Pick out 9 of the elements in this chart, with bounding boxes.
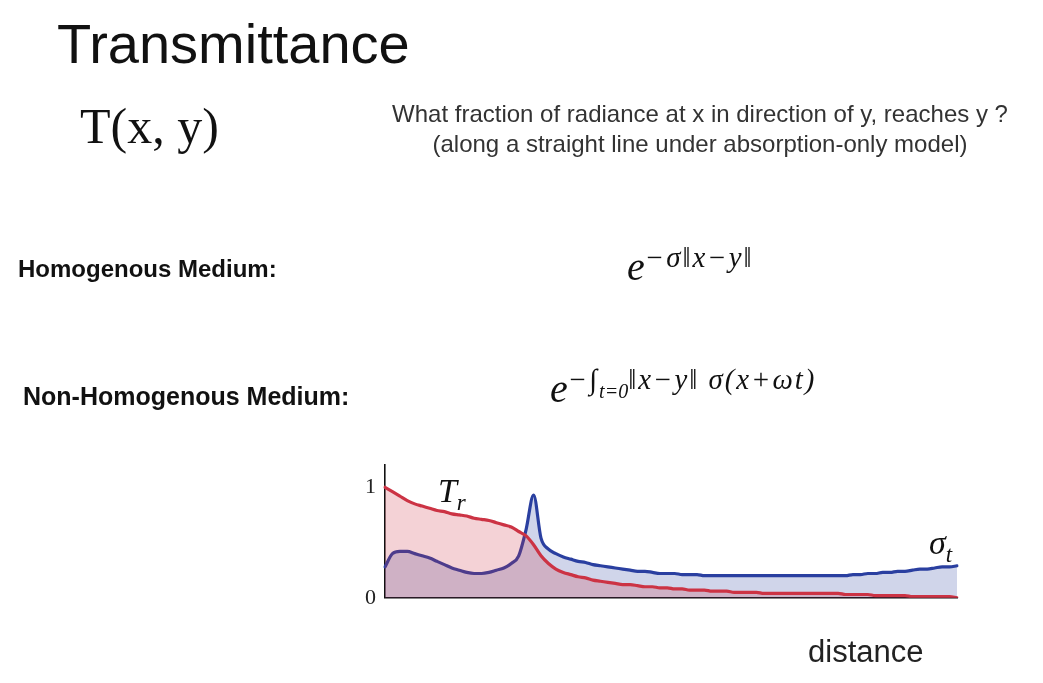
chart-subtitle: What fraction of radiance at x in direction of y, reaches y ? (along a straight line under absorption-only model) — [391, 99, 1009, 159]
x-axis-title: distance — [808, 634, 924, 669]
text: Non-Homogenous Medium: — [23, 382, 350, 410]
y-tick-label: 0 — [365, 583, 376, 609]
text: T(x, y) — [80, 98, 219, 154]
text: Homogenous Medium: — [18, 255, 277, 282]
chart-title: Transmittance — [57, 12, 410, 75]
text: e$^{−σ‖x−y‖}$ — [627, 241, 754, 289]
y-tick-label: 1 — [365, 473, 376, 499]
